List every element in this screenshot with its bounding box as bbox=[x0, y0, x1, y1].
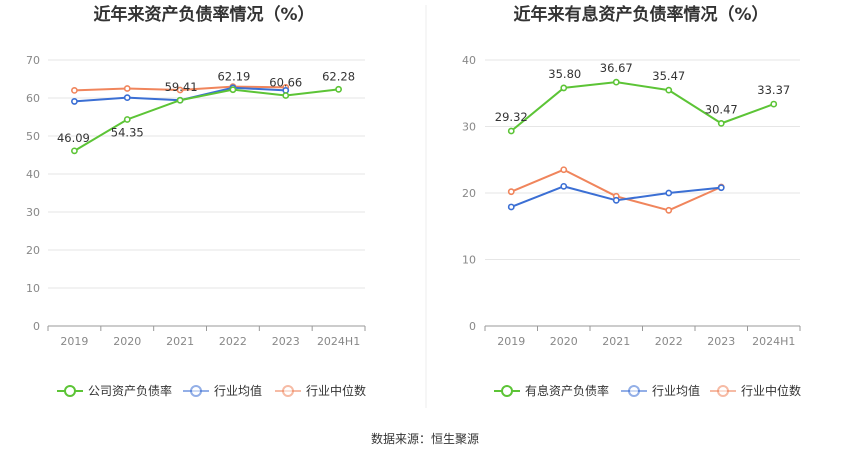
legend-label: 有息资产负债率 bbox=[525, 383, 609, 398]
legend-item[interactable]: 行业中位数 bbox=[710, 383, 801, 398]
y-tick-label: 10 bbox=[26, 282, 40, 295]
y-tick-label: 30 bbox=[26, 206, 40, 219]
legend-swatch-marker bbox=[190, 385, 202, 397]
legend-label: 行业中位数 bbox=[306, 383, 366, 398]
legend-label: 行业均值 bbox=[214, 383, 262, 398]
y-tick-label: 60 bbox=[26, 92, 40, 105]
data-point bbox=[507, 188, 515, 196]
data-point bbox=[282, 92, 290, 99]
x-tick-label: 2024H1 bbox=[752, 335, 795, 348]
data-point bbox=[123, 85, 131, 92]
legend-swatch-marker bbox=[282, 385, 294, 397]
x-tick-label: 2023 bbox=[272, 335, 300, 348]
data-label: 36.67 bbox=[600, 61, 633, 75]
data-point bbox=[71, 147, 78, 155]
chart-title: 近年来资产负债率情况（%） bbox=[93, 4, 314, 25]
x-tick-label: 2019 bbox=[497, 335, 525, 348]
data-point bbox=[560, 84, 568, 92]
y-tick-label: 0 bbox=[33, 320, 40, 333]
data-point bbox=[176, 86, 184, 94]
y-tick-label: 20 bbox=[462, 187, 476, 200]
data-label: 54.35 bbox=[111, 125, 144, 139]
legend-item[interactable]: 行业中位数 bbox=[275, 383, 366, 398]
x-tick-label: 2021 bbox=[166, 335, 194, 348]
data-point bbox=[123, 94, 131, 102]
legend-swatch-marker bbox=[64, 385, 76, 397]
data-point bbox=[665, 206, 673, 214]
legend-item[interactable]: 行业均值 bbox=[621, 383, 700, 398]
legend-item[interactable]: 公司资产负债率 bbox=[57, 383, 172, 398]
y-tick-label: 50 bbox=[26, 130, 40, 143]
data-label: 35.80 bbox=[548, 67, 581, 81]
y-tick-label: 40 bbox=[462, 54, 476, 67]
x-tick-label: 2022 bbox=[219, 335, 247, 348]
data-point bbox=[335, 85, 342, 93]
interest-bearing-debt-ratio-chart: 近年来有息资产负债率情况（%） 0 10 20 30 40 2019 2020 2021 202… bbox=[462, 4, 801, 398]
y-tick-label: 10 bbox=[462, 254, 476, 267]
data-label: 46.09 bbox=[57, 131, 90, 145]
data-point bbox=[229, 86, 237, 94]
data-point bbox=[665, 189, 673, 197]
y-tick-label: 30 bbox=[462, 121, 476, 134]
legend-item[interactable]: 有息资产负债率 bbox=[494, 383, 609, 398]
x-tick-label: 2020 bbox=[113, 335, 141, 348]
data-point bbox=[560, 182, 568, 190]
data-point bbox=[665, 86, 673, 94]
legend-swatch-marker bbox=[717, 385, 729, 397]
y-tick-label: 40 bbox=[26, 168, 40, 181]
series-line bbox=[510, 81, 775, 132]
legend-swatch-marker bbox=[501, 385, 513, 397]
data-point bbox=[770, 100, 778, 108]
chart-title: 近年来有息资产负债率情况（%） bbox=[513, 4, 768, 25]
data-point bbox=[71, 98, 78, 105]
data-source-label: 数据来源：恒生聚源 bbox=[371, 431, 479, 446]
data-label: 29.32 bbox=[495, 110, 528, 124]
x-tick-label: 2019 bbox=[60, 335, 88, 348]
data-point bbox=[717, 184, 725, 192]
legend-label: 公司资产负债率 bbox=[88, 383, 172, 398]
data-label: 60.66 bbox=[269, 75, 302, 89]
x-tick-label: 2023 bbox=[707, 335, 735, 348]
data-point bbox=[612, 196, 620, 204]
y-tick-label: 20 bbox=[26, 244, 40, 257]
legend-label: 行业均值 bbox=[652, 383, 700, 398]
data-label: 62.19 bbox=[217, 70, 250, 84]
data-point bbox=[507, 203, 515, 211]
data-point bbox=[507, 127, 515, 135]
legend-item[interactable]: 行业均值 bbox=[183, 383, 262, 398]
asset-liability-ratio-chart: 近年来资产负债率情况（%） 0 10 20 30 40 50 60 70 2019 2020 202… bbox=[26, 4, 366, 398]
legend-label: 行业中位数 bbox=[741, 383, 801, 398]
data-point bbox=[71, 87, 78, 94]
data-label: 33.37 bbox=[757, 83, 790, 97]
data-point bbox=[123, 116, 131, 123]
data-point bbox=[612, 78, 620, 86]
x-tick-label: 2024H1 bbox=[317, 335, 360, 348]
data-label: 30.47 bbox=[705, 102, 738, 116]
data-label: 62.28 bbox=[322, 69, 355, 83]
x-tick-label: 2022 bbox=[655, 335, 683, 348]
data-point bbox=[717, 119, 725, 127]
x-tick-label: 2020 bbox=[550, 335, 578, 348]
data-label: 59.41 bbox=[165, 80, 198, 94]
y-tick-label: 0 bbox=[469, 320, 476, 333]
series-line bbox=[73, 88, 339, 152]
data-point bbox=[176, 96, 184, 104]
data-point bbox=[560, 166, 568, 174]
data-label: 35.47 bbox=[652, 69, 685, 83]
legend-swatch-marker bbox=[628, 385, 640, 397]
y-tick-label: 70 bbox=[26, 54, 40, 67]
x-tick-label: 2021 bbox=[602, 335, 630, 348]
